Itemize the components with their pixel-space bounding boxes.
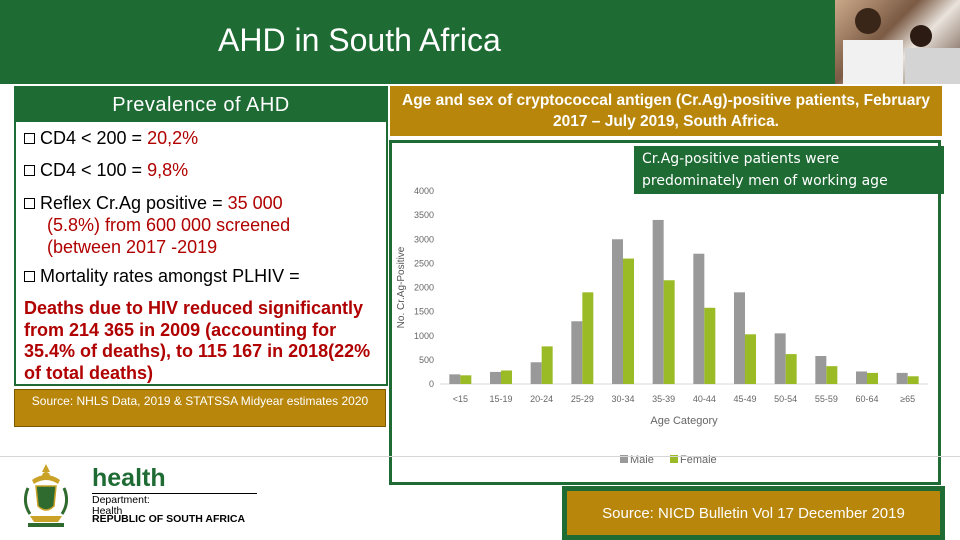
- prevalence-heading: Prevalence of AHD: [16, 88, 386, 122]
- footer-divider: [0, 456, 960, 457]
- logo-republic: REPUBLIC OF SOUTH AFRICA: [92, 513, 246, 525]
- y-tick-label: 500: [419, 355, 434, 365]
- bar-male: [815, 356, 827, 384]
- bar-male: [896, 372, 908, 384]
- bar-female: [826, 366, 838, 384]
- x-tick-label: 40-44: [693, 394, 716, 404]
- bar-male: [490, 371, 501, 384]
- bullet-value: 35 000: [227, 193, 283, 213]
- bullet-label: CD4 < 200 =: [40, 128, 143, 148]
- y-tick-label: 4000: [414, 186, 434, 196]
- chart-box: 0 500 1000 1500 2000 2500 3000 3500 4000 No. Cr.A…: [389, 140, 941, 485]
- bullet-label: CD4 < 100 =: [40, 160, 143, 180]
- bullet-reflex-crag: Reflex Cr.Ag positive = 35 000 (5.8%) fr…: [24, 192, 290, 258]
- x-tick-label: 20-24: [530, 394, 553, 404]
- legend-label: Male: [630, 454, 654, 466]
- bullet-label: Mortality rates amongst PLHIV =: [40, 266, 300, 286]
- source-left: Source: NHLS Data, 2019 & STATSSA Midyea…: [14, 389, 386, 427]
- y-tick-label: 1500: [414, 307, 434, 317]
- bar-female: [501, 370, 512, 384]
- checkbox-bullet-icon: [24, 165, 35, 176]
- bullet-value: 20,2%: [147, 128, 199, 148]
- x-tick-label: ≥65: [900, 394, 915, 404]
- y-tick-label: 2000: [414, 283, 434, 293]
- bar-male: [612, 239, 623, 384]
- logo-department: Department: Health: [92, 495, 150, 517]
- health-logo-text: health: [92, 464, 166, 492]
- chart-title: Age and sex of cryptococcal antigen (Cr.…: [390, 86, 942, 136]
- bar-male: [774, 333, 786, 384]
- y-tick-label: 1000: [414, 331, 434, 341]
- checkbox-bullet-icon: [24, 198, 35, 209]
- bar-female: [704, 307, 716, 384]
- y-tick-label: 3500: [414, 210, 434, 220]
- bar-female: [582, 292, 594, 384]
- source-right: Source: NICD Bulletin Vol 17 December 20…: [562, 486, 945, 540]
- x-axis-label: Age Category: [650, 415, 718, 427]
- bullet-label: Reflex Cr.Ag positive =: [40, 193, 223, 213]
- bar-male: [571, 321, 583, 384]
- bar-female: [541, 346, 553, 384]
- x-tick-label: 45-49: [733, 394, 756, 404]
- chart-callout: Cr.Ag-positive patients were predominate…: [634, 146, 944, 194]
- logo-divider: [92, 493, 257, 494]
- bullet-value: 9,8%: [147, 160, 189, 180]
- x-tick-label: 15-19: [489, 394, 512, 404]
- crag-bar-chart: 0 500 1000 1500 2000 2500 3000 3500 4000 No. Cr.A…: [396, 186, 928, 466]
- legend-label: Female: [680, 454, 717, 466]
- logo-department-label: Department:: [92, 494, 150, 506]
- prevalence-panel: Prevalence of AHD CD4 < 200 = 20,2% CD4 …: [14, 86, 388, 386]
- x-tick-label: 50-54: [774, 394, 797, 404]
- x-tick-label: 35-39: [652, 394, 675, 404]
- bar-female: [623, 258, 634, 384]
- bullet-cd4-100: CD4 < 100 = 9,8%: [24, 160, 188, 181]
- bullet-detail: (5.8%) from 600 000 screened: [47, 215, 291, 235]
- coat-of-arms-icon: [23, 464, 69, 527]
- x-tick-label: <15: [453, 394, 468, 404]
- y-axis-label: No. Cr.Ag-Positive: [396, 246, 407, 328]
- legend-swatch: [670, 455, 678, 463]
- checkbox-bullet-icon: [24, 271, 35, 282]
- bullet-detail-2: (between 2017 -2019: [47, 237, 218, 257]
- checkbox-bullet-icon: [24, 133, 35, 144]
- bar-female: [867, 372, 878, 384]
- bar-male: [530, 362, 542, 384]
- y-tick-label: 0: [429, 379, 434, 389]
- page-title: AHD in South Africa: [218, 22, 501, 58]
- bar-female: [663, 280, 675, 384]
- logo-department-name: Health: [92, 505, 123, 517]
- legend-swatch: [620, 455, 628, 463]
- bar-female: [907, 376, 919, 384]
- header-photo: [835, 0, 960, 84]
- bar-female: [785, 354, 797, 384]
- bar-male: [449, 374, 461, 384]
- y-tick-label: 2500: [414, 258, 434, 268]
- x-tick-label: 55-59: [815, 394, 838, 404]
- bar-female: [745, 334, 756, 384]
- bar-male: [856, 371, 867, 384]
- title-bar: AHD in South Africa: [0, 0, 835, 84]
- source-right-text: Source: NICD Bulletin Vol 17 December 20…: [567, 491, 940, 535]
- bar-male: [734, 292, 745, 384]
- mortality-text: Deaths due to HIV reduced significantly …: [24, 298, 371, 383]
- y-tick-label: 3000: [414, 234, 434, 244]
- x-tick-label: 60-64: [855, 394, 878, 404]
- bar-male: [693, 253, 705, 384]
- x-tick-label: 25-29: [571, 394, 594, 404]
- x-tick-label: 30-34: [611, 394, 634, 404]
- bullet-mortality: Mortality rates amongst PLHIV =: [24, 266, 300, 287]
- bar-female: [460, 375, 472, 384]
- bullet-cd4-200: CD4 < 200 = 20,2%: [24, 128, 198, 149]
- bar-male: [652, 219, 664, 384]
